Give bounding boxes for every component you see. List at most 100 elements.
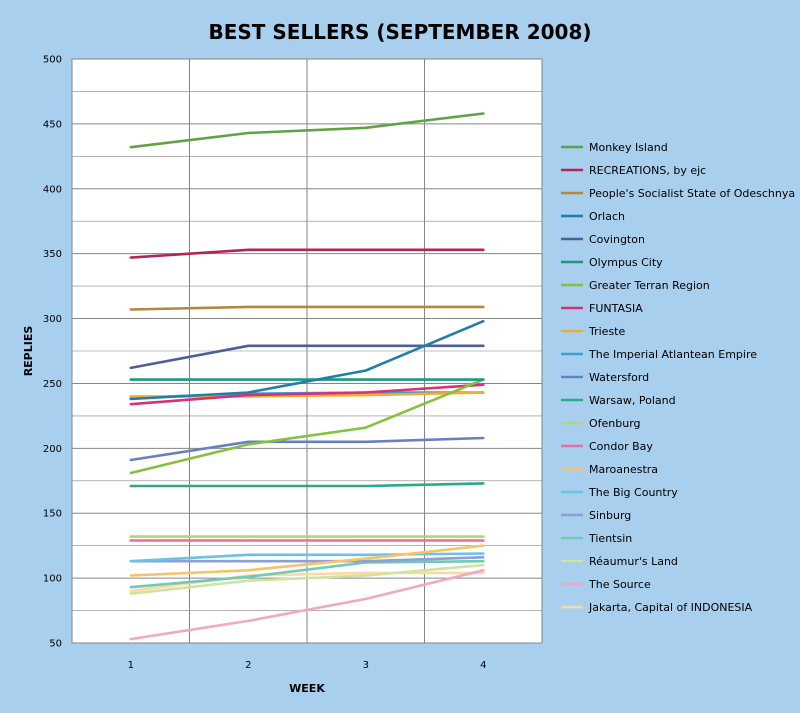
- legend-item: Greater Terran Region: [561, 279, 710, 292]
- data-point: [247, 443, 250, 446]
- series-19: [129, 568, 485, 641]
- data-point: [482, 572, 485, 574]
- data-point: [364, 572, 367, 574]
- data-point: [129, 367, 132, 369]
- legend-label: The Imperial Atlantean Empire: [588, 348, 757, 361]
- legend-label: Ofenburg: [589, 417, 641, 430]
- series-line: [129, 248, 485, 259]
- legend: Monkey Island RECREATIONS, by ejc People's…: [561, 141, 795, 614]
- legend-label: Réaumur's Land: [589, 555, 678, 568]
- legend-item: The Source: [561, 578, 651, 591]
- data-point: [247, 485, 250, 487]
- series-line: [129, 482, 485, 488]
- data-point: [364, 126, 367, 129]
- data-point: [482, 544, 485, 547]
- data-point: [129, 146, 132, 149]
- data-point: [129, 403, 132, 406]
- data-point: [482, 556, 485, 559]
- data-point: [129, 560, 132, 563]
- legend-label: Condor Bay: [589, 440, 653, 453]
- x-axis-label: WEEK: [289, 682, 325, 695]
- legend-item: Jakarta, Capital of INDONESIA: [561, 601, 753, 614]
- data-point: [364, 574, 367, 577]
- series-5: [129, 378, 485, 381]
- x-axis-ticks: 1 2 3 4: [128, 660, 487, 671]
- series-line: [129, 112, 485, 149]
- data-point: [482, 437, 485, 439]
- data-point: [129, 378, 132, 381]
- data-point: [364, 560, 367, 563]
- legend-item: Olympus City: [561, 256, 663, 269]
- data-point: [482, 306, 485, 308]
- legend-label: Warsaw, Poland: [589, 394, 676, 407]
- legend-item: RECREATIONS, by ejc: [561, 164, 706, 177]
- data-point: [482, 569, 485, 572]
- data-point: [129, 256, 132, 259]
- data-point: [364, 535, 367, 538]
- legend-label: RECREATIONS, by ejc: [589, 164, 706, 177]
- x-tick-label: 1: [128, 660, 134, 671]
- data-point: [247, 248, 250, 251]
- series-15: [129, 552, 485, 563]
- data-point: [129, 472, 132, 474]
- series-11: [129, 482, 485, 488]
- series-line: [129, 555, 485, 563]
- series-1: [129, 248, 485, 259]
- series-12: [129, 535, 485, 538]
- chart-title: BEST SELLERS (SEPTEMBER 2008): [208, 20, 591, 44]
- y-axis-label: REPLIES: [22, 326, 35, 377]
- series-13: [129, 539, 485, 542]
- data-point: [129, 485, 132, 487]
- data-point: [364, 441, 367, 443]
- data-point: [129, 535, 132, 538]
- data-point: [247, 394, 250, 396]
- legend-label: Sinburg: [589, 509, 631, 522]
- data-point: [129, 574, 132, 577]
- legend-label: Olympus City: [589, 256, 663, 269]
- y-tick-label: 50: [49, 639, 62, 650]
- legend-label: Watersford: [589, 371, 649, 384]
- legend-item: Réaumur's Land: [561, 555, 678, 568]
- data-point: [482, 564, 485, 566]
- legend-item: Orlach: [561, 210, 625, 223]
- data-point: [247, 132, 250, 134]
- legend-label: The Source: [588, 578, 651, 591]
- data-point: [364, 369, 367, 372]
- legend-item: FUNTASIA: [561, 302, 643, 315]
- data-point: [247, 620, 250, 622]
- data-point: [247, 553, 250, 556]
- legend-label: Maroanestra: [589, 463, 658, 476]
- data-point: [364, 391, 367, 394]
- data-point: [482, 378, 485, 381]
- series-3: [129, 319, 485, 401]
- legend-label: Monkey Island: [589, 141, 668, 154]
- data-point: [482, 535, 485, 538]
- legend-label: Trieste: [588, 325, 625, 338]
- data-point: [364, 378, 367, 381]
- series-18: [129, 563, 485, 596]
- legend-label: Covington: [589, 233, 645, 246]
- series-line: [129, 568, 485, 641]
- data-point: [247, 391, 250, 394]
- series-line: [129, 319, 485, 401]
- legend-label: The Big Country: [588, 486, 678, 499]
- legend-item: People's Socialist State of Odeschnya: [561, 187, 795, 200]
- series-7: [129, 383, 485, 406]
- data-point: [482, 391, 485, 394]
- legend-item: Sinburg: [561, 509, 631, 522]
- data-point: [129, 539, 132, 542]
- data-point: [364, 485, 367, 487]
- data-point: [364, 394, 367, 396]
- y-tick-label: 350: [43, 249, 62, 260]
- data-point: [247, 306, 250, 308]
- data-point: [364, 306, 367, 308]
- legend-item: Maroanestra: [561, 463, 658, 476]
- data-point: [364, 553, 367, 556]
- legend-item: Warsaw, Poland: [561, 394, 676, 407]
- x-tick-label: 3: [363, 660, 369, 671]
- y-tick-label: 150: [43, 509, 62, 520]
- data-point: [364, 598, 367, 600]
- y-tick-label: 450: [43, 119, 62, 130]
- data-point: [129, 459, 132, 461]
